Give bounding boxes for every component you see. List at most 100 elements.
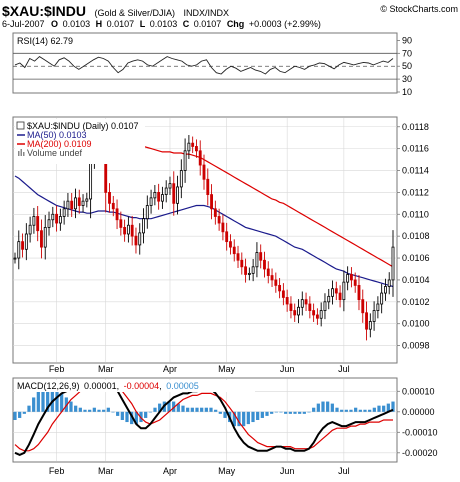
candle-body [365, 312, 368, 330]
macd-histogram-bar [288, 411, 292, 414]
macd-histogram-bar [204, 407, 208, 412]
candle-body [142, 218, 145, 234]
candle-body [293, 310, 297, 316]
candle-body [232, 246, 236, 255]
price-candle [361, 289, 365, 323]
macd-histogram-bar [55, 391, 59, 412]
candle-body [51, 213, 55, 221]
chg-value: +0.0003 (+2.99%) [249, 19, 321, 29]
price-tick-label: 0.0098 [402, 341, 430, 351]
candle-body [149, 197, 153, 206]
price-candle [74, 188, 77, 219]
macd-histogram-bar [391, 401, 395, 412]
price-candle [176, 175, 179, 215]
macd-tick-label: -0.00020 [402, 448, 438, 458]
price-candle [391, 230, 395, 297]
macd-label-signal: -0.00004 [124, 381, 160, 391]
price-candle [229, 234, 232, 255]
macd-histogram-bar [284, 411, 288, 414]
candle-body [21, 241, 24, 250]
candle-body [70, 200, 74, 210]
price-candle [285, 289, 289, 312]
price-candle [149, 189, 153, 214]
macd-histogram-bar [27, 405, 31, 412]
price-symbol-swatch [16, 121, 25, 130]
candle-body [47, 219, 51, 228]
macd-histogram-bar [302, 411, 306, 414]
candle-body [240, 259, 244, 268]
rsi-tick-label: 10 [402, 87, 412, 97]
price-candle [221, 214, 225, 241]
candle-body [247, 272, 251, 275]
macd-histogram-bar [148, 411, 152, 413]
candle-body [297, 306, 300, 316]
price-legend: $XAU:$INDU (Daily) 0.0107 MA(50) 0.0103 … [16, 121, 139, 158]
price-candle [126, 216, 130, 243]
macd-label-prefix: MACD(12,26,9) [17, 381, 80, 391]
macd-histogram-bar [372, 407, 376, 412]
price-candle [187, 135, 191, 159]
macd-histogram-bar [223, 411, 227, 418]
candle-body [108, 192, 111, 204]
candle-body [255, 252, 259, 268]
macd-histogram-bar [22, 411, 26, 414]
candle-body [263, 259, 266, 270]
macd-histogram-bar [200, 407, 204, 412]
candle-body [28, 224, 32, 235]
candle-body [327, 295, 331, 303]
candle-body [183, 150, 187, 171]
macd-histogram-bar [181, 405, 185, 412]
macd-histogram-bar [97, 409, 101, 412]
candle-body [164, 187, 168, 195]
rsi-tick-label: 90 [402, 35, 412, 45]
price-candle [300, 291, 304, 316]
macd-label: MACD(12,26,9) 0.00001, -0.00004, 0.00005 [17, 381, 199, 391]
macd-histogram-bar [330, 403, 334, 412]
price-candle [183, 138, 187, 183]
candle-body [130, 224, 134, 237]
macd-tick-label: 0.00000 [402, 407, 435, 417]
macd-x-label: Feb [49, 466, 65, 476]
price-candle [232, 239, 236, 262]
price-tick-label: 0.0106 [402, 253, 430, 263]
macd-histogram-bar [13, 411, 17, 420]
candle-body [274, 279, 278, 286]
macd-histogram-bar [363, 409, 367, 412]
candle-body [217, 216, 221, 224]
macd-histogram-bar [195, 407, 199, 412]
price-candle [28, 216, 32, 243]
macd-histogram-bar [32, 397, 36, 412]
macd-histogram-bar [312, 407, 316, 412]
macd-histogram-bar [36, 391, 40, 412]
price-tick-label: 0.0104 [402, 275, 430, 285]
candle-body [361, 299, 365, 314]
candle-body [285, 297, 289, 305]
macd-histogram-bar [293, 411, 297, 414]
price-candle [293, 303, 297, 322]
price-candle [47, 211, 51, 236]
candle-body [391, 246, 395, 281]
price-tick-label: 0.0114 [402, 166, 429, 176]
rsi-label-bg [15, 35, 101, 46]
candle-body [334, 288, 338, 294]
price-candle [327, 288, 331, 310]
macd-histogram-bar [176, 403, 180, 412]
macd-histogram-bar [92, 407, 96, 412]
price-candle [213, 200, 217, 225]
candle-body [376, 303, 380, 311]
quote-date: 6-Jul-2007 [2, 19, 45, 29]
macd-histogram-bar [274, 411, 278, 413]
macd-histogram-bar [307, 411, 311, 413]
price-candle [251, 259, 255, 282]
macd-histogram-bar [186, 407, 190, 412]
price-candle [153, 185, 157, 206]
price-candle [85, 192, 89, 208]
macd-panel: 0.00010 0.00000 -0.00010 -0.00020 MACD(12,2… [12, 377, 438, 463]
macd-histogram-bar [354, 407, 358, 412]
price-candle [365, 301, 368, 341]
macd-histogram-bar [46, 387, 50, 412]
macd-histogram-bar [270, 411, 274, 414]
ma50-legend-label: MA(50) 0.0103 [27, 130, 87, 140]
chg-label: Chg [227, 19, 245, 29]
